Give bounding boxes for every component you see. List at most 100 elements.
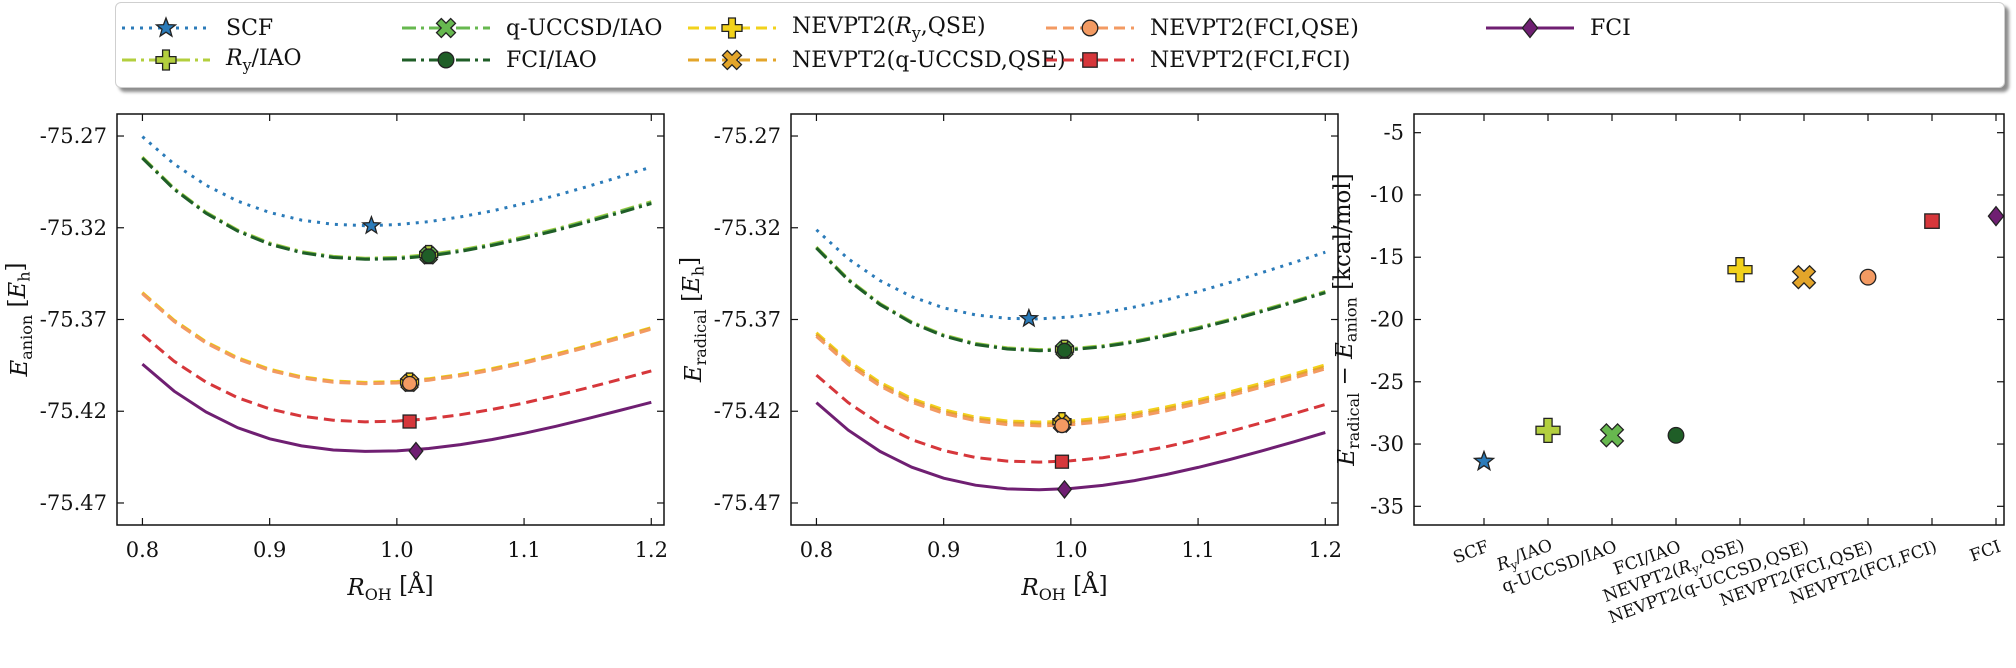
legend-label-fci: FCI xyxy=(1590,15,1631,41)
series-marker-scf xyxy=(1018,307,1040,328)
x-tick-label: 1.0 xyxy=(380,538,413,562)
series-line-nevpt2_quccsd_qse xyxy=(141,292,652,385)
series-marker-fci_iao xyxy=(1056,342,1073,358)
legend-marker-nevpt2_fci_fci xyxy=(1082,52,1098,68)
y-tick-label: -35 xyxy=(1370,494,1404,518)
series-line-nevpt2_ry_qse xyxy=(141,291,652,384)
legend-label-quccsd_iao: q-UCCSD/IAO xyxy=(506,15,663,41)
legend-marker-nevpt2_quccsd_qse xyxy=(721,49,743,71)
anion-energy-chart: 0.8 0.9 1.0 1.1 1.2 -75.27 -75.32 -75.37 -75.42 -… xyxy=(3,113,668,604)
x-tick-label: 1.1 xyxy=(507,538,540,562)
legend-label-scf: SCF xyxy=(226,15,274,41)
legend-marker-nevpt2_ry_qse xyxy=(721,17,743,39)
series-marker-nevpt2_fci_fci xyxy=(402,414,417,429)
series-line-nevpt2_fci_fci xyxy=(815,373,1326,464)
gap-point-nevpt2_quccsd_qse xyxy=(1791,264,1817,290)
series-line-fci_iao xyxy=(815,247,1326,353)
series-line-quccsd_iao xyxy=(815,246,1326,352)
series-line-scf xyxy=(815,228,1326,321)
category-label: SCF xyxy=(1451,537,1492,568)
legend-swatch-ry_iao xyxy=(122,49,210,71)
series-marker-scf xyxy=(361,214,382,235)
legend-entry-fci_iao: FCI/IAO xyxy=(398,45,597,75)
legend-swatch-nevpt2_fci_qse xyxy=(1046,19,1134,37)
y-tick-label: -75.37 xyxy=(714,308,781,332)
legend-swatch-scf xyxy=(122,16,210,38)
x-tick-label: 1.2 xyxy=(635,538,668,562)
legend-entry-nevpt2_fci_fci: NEVPT2(FCI,FCI) xyxy=(1042,45,1350,75)
y-axis-label: Eradical​ [Eh​] xyxy=(677,257,710,383)
legend-swatch-quccsd_iao xyxy=(402,17,490,39)
legend-label-nevpt2_quccsd_qse: NEVPT2(q-UCCSD,QSE) xyxy=(792,47,1066,73)
series-line-scf xyxy=(141,135,652,228)
legend-marker-scf xyxy=(154,16,178,38)
y-tick-label: -5 xyxy=(1384,121,1404,145)
plot-frame xyxy=(1413,113,2005,526)
x-tick-label: 0.8 xyxy=(800,538,833,562)
legend-entry-nevpt2_ry_qse: NEVPT2(Ry,QSE) xyxy=(684,13,986,43)
series-line-nevpt2_fci_fci xyxy=(141,333,652,424)
series-line-ry_iao xyxy=(815,245,1326,352)
y-tick-label: -75.37 xyxy=(40,308,107,332)
legend-label-ry_iao: Ry/IAO xyxy=(226,45,302,75)
legend: SCF Ry/IAO q-UCCSD/IAO FCI/IAO NEVPT2(Ry,QSE… xyxy=(115,2,2005,88)
legend-label-fci_iao: FCI/IAO xyxy=(506,47,597,73)
y-tick-label: -75.47 xyxy=(714,491,781,515)
legend-entry-nevpt2_quccsd_qse: NEVPT2(q-UCCSD,QSE) xyxy=(684,45,1066,75)
y-axis-label: Eanion​ [Eh​] xyxy=(3,262,36,377)
legend-swatch-nevpt2_ry_qse xyxy=(688,17,776,39)
series-marker-nevpt2_fci_qse xyxy=(401,375,418,392)
legend-label-nevpt2_fci_qse: NEVPT2(FCI,QSE) xyxy=(1150,15,1359,41)
y-tick-label: -15 xyxy=(1370,245,1404,269)
plot-frame xyxy=(790,113,1339,526)
radical-energy-chart: 0.8 0.9 1.0 1.1 1.2 -75.27 -75.32 -75.37 -75.42 -… xyxy=(677,113,1342,604)
y-tick-label: -75.42 xyxy=(40,399,107,423)
legend-entry-fci: FCI xyxy=(1482,13,1631,43)
series-marker-fci xyxy=(1056,479,1073,499)
legend-marker-quccsd_iao xyxy=(435,17,457,39)
legend-marker-fci xyxy=(1521,17,1539,39)
legend-entry-nevpt2_fci_qse: NEVPT2(FCI,QSE) xyxy=(1042,13,1359,43)
y-tick-label: -75.42 xyxy=(714,399,781,423)
gap-point-nevpt2_fci_qse xyxy=(1859,268,1877,286)
legend-marker-ry_iao xyxy=(155,49,177,71)
series-line-fci xyxy=(815,401,1326,492)
y-tick-label: -75.27 xyxy=(40,124,107,148)
legend-swatch-nevpt2_quccsd_qse xyxy=(688,49,776,71)
y-tick-label: -75.32 xyxy=(40,216,107,240)
y-tick-label: -75.32 xyxy=(714,216,781,240)
y-tick-label: -75.47 xyxy=(40,491,107,515)
gap-point-nevpt2_ry_qse xyxy=(1727,257,1753,283)
legend-swatch-nevpt2_fci_fci xyxy=(1046,52,1134,68)
x-tick-label: 0.9 xyxy=(927,538,960,562)
x-tick-label: 0.8 xyxy=(126,538,159,562)
y-tick-label: -20 xyxy=(1370,308,1404,332)
x-axis-label: ROH​ [Å] xyxy=(1020,571,1107,604)
legend-entry-ry_iao: Ry/IAO xyxy=(118,45,302,75)
legend-entry-scf: SCF xyxy=(118,13,273,43)
gap-point-fci_iao xyxy=(1667,426,1685,444)
series-line-quccsd_iao xyxy=(141,156,652,261)
x-tick-label: 0.9 xyxy=(253,538,286,562)
series-marker-nevpt2_fci_fci xyxy=(1054,454,1070,469)
series-marker-fci_iao xyxy=(420,248,437,264)
gap-point-quccsd_iao xyxy=(1599,423,1625,448)
x-tick-label: 1.0 xyxy=(1054,538,1087,562)
y-tick-label: -10 xyxy=(1370,183,1404,207)
legend-swatch-fci_iao xyxy=(402,51,490,69)
legend-label-nevpt2_fci_fci: NEVPT2(FCI,FCI) xyxy=(1150,47,1351,73)
plot-frame xyxy=(116,113,665,526)
series-line-fci xyxy=(141,362,652,453)
legend-entry-quccsd_iao: q-UCCSD/IAO xyxy=(398,13,662,43)
legend-swatch-fci xyxy=(1486,17,1574,39)
x-axis-label: ROH​ [Å] xyxy=(346,571,433,604)
category-label: FCI xyxy=(1967,537,2003,567)
series-line-ry_iao xyxy=(141,156,652,260)
legend-marker-nevpt2_fci_qse xyxy=(1081,19,1099,37)
gap-point-scf xyxy=(1472,449,1496,472)
series-line-nevpt2_fci_qse xyxy=(141,292,652,386)
y-tick-label: -30 xyxy=(1370,432,1404,456)
x-tick-label: 1.1 xyxy=(1181,538,1214,562)
